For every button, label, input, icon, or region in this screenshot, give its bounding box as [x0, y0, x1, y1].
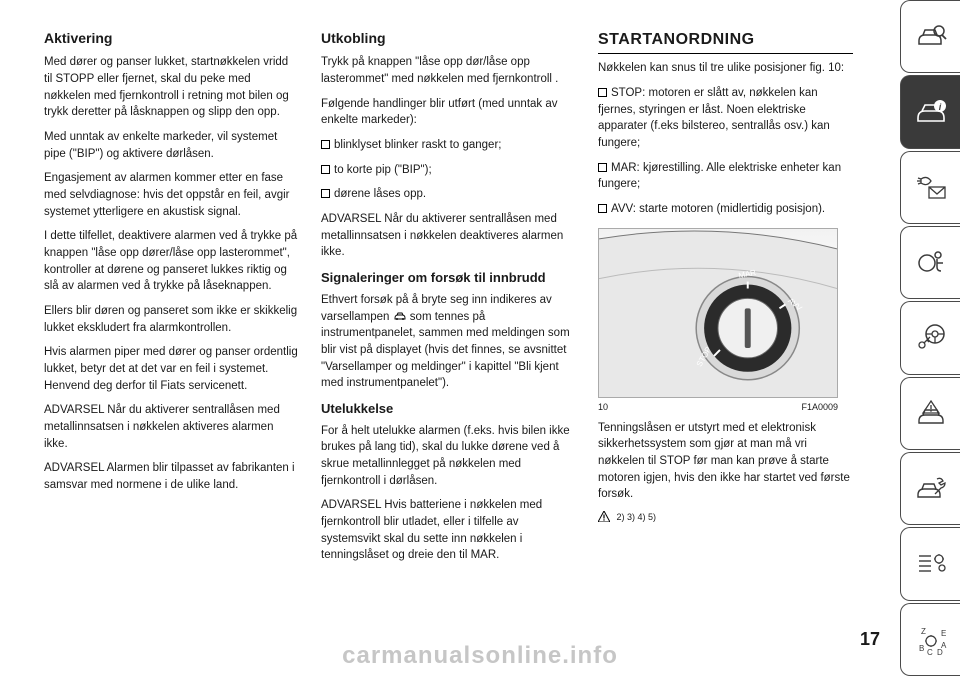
figure-number: 10 — [598, 401, 608, 414]
tab-car-info[interactable]: i — [900, 75, 960, 148]
heading-utkobling: Utkobling — [321, 28, 576, 48]
section-tabs: i Z E B A D C — [900, 0, 960, 678]
tab-car-warning[interactable] — [900, 377, 960, 450]
bullet-text: blinklyset blinker raskt to ganger; — [334, 139, 501, 151]
heading-startanordning: STARTANORDNING — [598, 28, 853, 54]
page-content: Aktivering Med dører og panser lukket, s… — [0, 0, 960, 582]
bullet: to korte pip ("BIP"); — [321, 162, 576, 179]
column-2: Utkobling Trykk på knappen "låse opp dør… — [321, 28, 576, 572]
figure-caption: 10 F1A0009 — [598, 401, 838, 414]
square-bullet-icon — [598, 88, 607, 97]
heading-aktivering: Aktivering — [44, 28, 299, 48]
square-bullet-icon — [598, 163, 607, 172]
paragraph: Med dører og panser lukket, startnøkkele… — [44, 54, 299, 121]
paragraph: Med unntak av enkelte markeder, vil syst… — [44, 129, 299, 162]
bullet-text: STOP: motoren er slått av, nøkkelen kan … — [598, 87, 830, 149]
figure-code: F1A0009 — [801, 401, 838, 414]
bullet-text: MAR: kjørestilling. Alle elektriske enhe… — [598, 162, 841, 191]
paragraph: Hvis alarmen piper med dører og panser o… — [44, 344, 299, 394]
bullet: STOP: motoren er slått av, nøkkelen kan … — [598, 85, 853, 152]
paragraph: ADVARSEL Hvis batteriene i nøkkelen med … — [321, 497, 576, 564]
svg-text:C: C — [927, 648, 933, 657]
tab-car-search[interactable] — [900, 0, 960, 73]
svg-text:D: D — [937, 648, 943, 657]
tab-list-gears[interactable] — [900, 527, 960, 600]
bullet: blinklyset blinker raskt to ganger; — [321, 137, 576, 154]
bullet: AVV: starte motoren (midlertidig posisjo… — [598, 201, 853, 218]
tab-abc-gears[interactable]: Z E B A D C — [900, 603, 960, 676]
column-3: STARTANORDNING Nøkkelen kan snus til tre… — [598, 28, 853, 572]
paragraph: Ethvert forsøk på å bryte seg inn indike… — [321, 292, 576, 392]
paragraph: ADVARSEL Alarmen blir tilpasset av fabri… — [44, 460, 299, 493]
heading-signaleringer: Signaleringer om forsøk til innbrudd — [321, 269, 576, 288]
warning-refs: 2) 3) 4) 5) — [598, 511, 853, 526]
svg-text:B: B — [919, 644, 924, 653]
paragraph: I dette tilfellet, deaktivere alarmen ve… — [44, 228, 299, 295]
square-bullet-icon — [321, 165, 330, 174]
tab-light-mail[interactable] — [900, 151, 960, 224]
paragraph: Engasjement av alarmen kommer etter en f… — [44, 170, 299, 220]
tab-airbag[interactable] — [900, 226, 960, 299]
paragraph: Trykk på knappen "låse opp dør/låse opp … — [321, 54, 576, 87]
warning-numbers: 2) 3) 4) 5) — [617, 512, 657, 522]
paragraph: Ellers blir døren og panseret som ikke e… — [44, 303, 299, 336]
warning-triangle-icon — [598, 511, 610, 526]
svg-text:Z: Z — [921, 627, 926, 636]
watermark-text: carmanualsonline.info — [0, 642, 960, 670]
ignition-figure: MAR AVV STOP — [598, 228, 838, 398]
square-bullet-icon — [598, 204, 607, 213]
paragraph: For å helt utelukke alarmen (f.eks. hvis… — [321, 423, 576, 490]
bullet-text: to korte pip ("BIP"); — [334, 164, 432, 176]
paragraph: ADVARSEL Når du aktiverer sentrallåsen m… — [321, 211, 576, 261]
paragraph: Nøkkelen kan snus til tre ulike posisjon… — [598, 60, 853, 77]
bullet: MAR: kjørestilling. Alle elektriske enhe… — [598, 160, 853, 193]
column-1: Aktivering Med dører og panser lukket, s… — [44, 28, 299, 572]
paragraph: Tenningslåsen er utstyrt med et elektron… — [598, 420, 853, 503]
heading-utelukkelse: Utelukkelse — [321, 400, 576, 419]
tab-wheel-key[interactable] — [900, 301, 960, 374]
page-number: 17 — [860, 629, 880, 650]
square-bullet-icon — [321, 140, 330, 149]
tab-car-wrench[interactable] — [900, 452, 960, 525]
figure-10: MAR AVV STOP 10 F1A0009 — [598, 228, 853, 414]
svg-text:E: E — [941, 629, 946, 638]
paragraph: Følgende handlinger blir utført (med unn… — [321, 96, 576, 129]
bullet-text: AVV: starte motoren (midlertidig posisjo… — [611, 203, 825, 215]
square-bullet-icon — [321, 189, 330, 198]
bullet-text: dørene låses opp. — [334, 188, 426, 200]
bullet: dørene låses opp. — [321, 186, 576, 203]
car-alarm-icon — [393, 310, 407, 320]
paragraph: ADVARSEL Når du aktiverer sentrallåsen m… — [44, 402, 299, 452]
